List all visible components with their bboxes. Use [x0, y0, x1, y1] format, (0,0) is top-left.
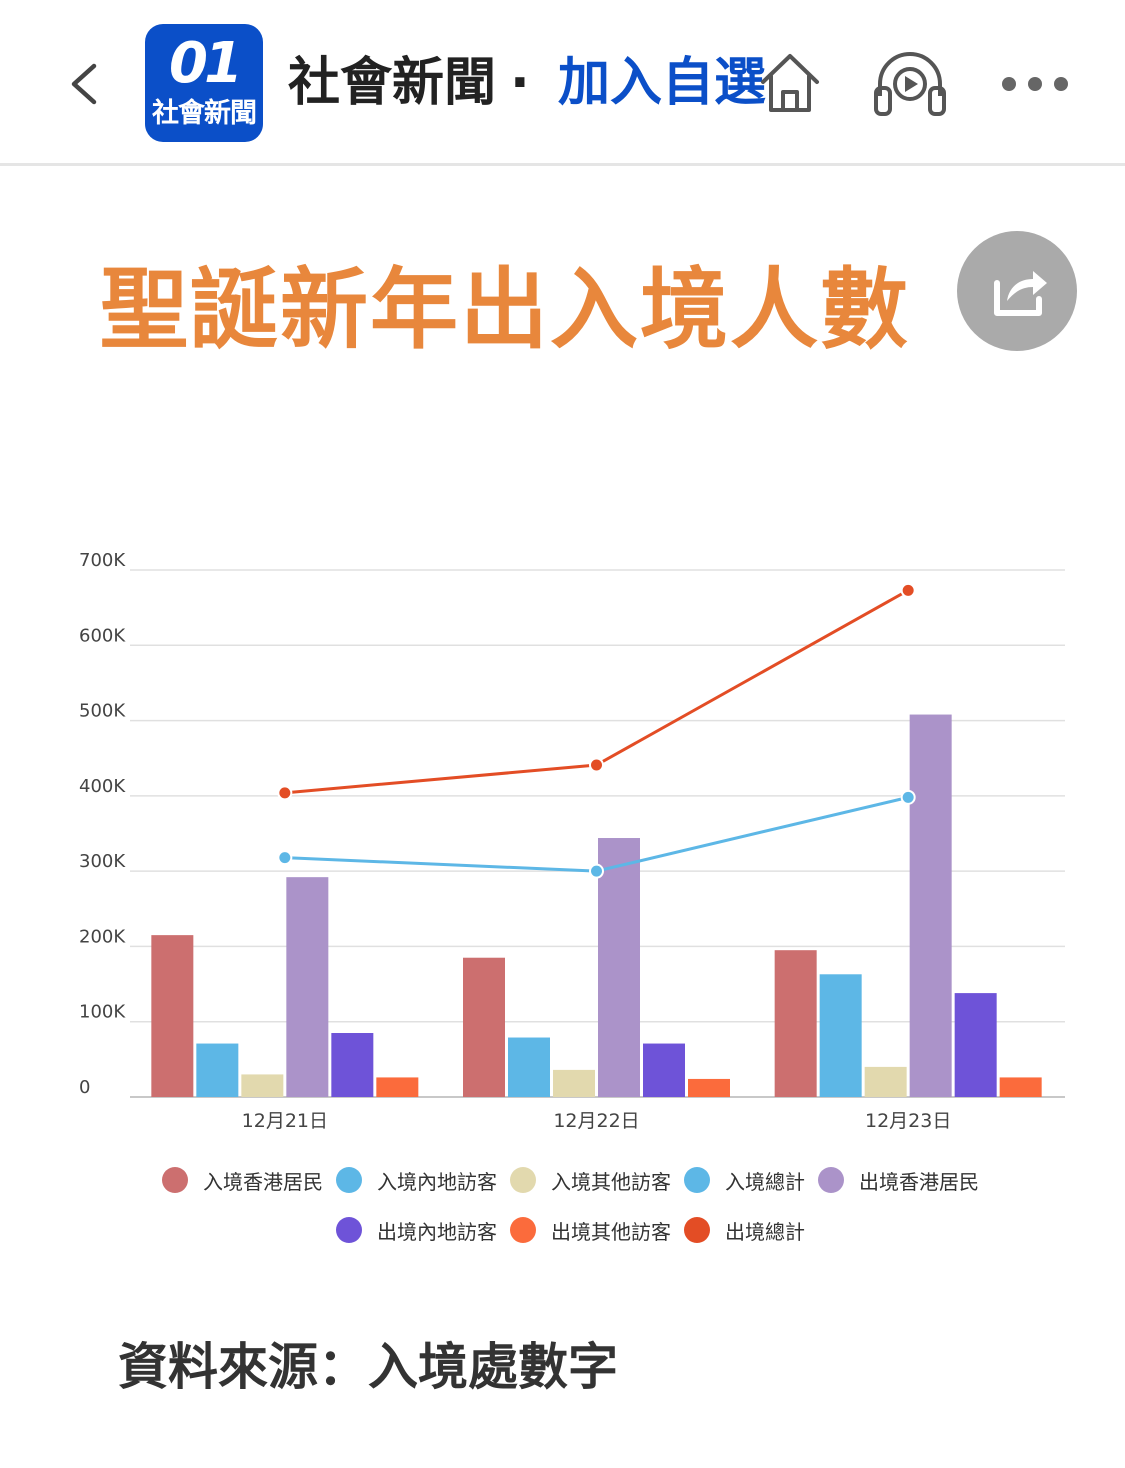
y-tick-label: 200K: [79, 926, 126, 947]
legend-swatch: [162, 1167, 188, 1193]
bar: [331, 1033, 374, 1097]
line-point: [589, 757, 604, 773]
back-chevron-icon[interactable]: [60, 58, 110, 110]
series-line: [284, 795, 909, 873]
bar: [909, 714, 952, 1097]
more-dots-icon[interactable]: [995, 64, 1075, 104]
logo-text: 社會新聞: [152, 98, 257, 129]
border-crossing-chart: 0 100K 200K 300K 400K 500K 600K 700K 12月21日 12月22…: [79, 550, 1065, 1132]
legend-swatch: [336, 1217, 362, 1243]
y-tick-label: 700K: [79, 550, 126, 571]
bar: [598, 838, 640, 1097]
bar: [241, 1074, 284, 1097]
line-point: [900, 582, 916, 598]
legend-swatch: [336, 1167, 362, 1193]
channel-name: 社會新聞: [288, 53, 497, 113]
y-tick-label: 500K: [79, 701, 126, 722]
y-tick-label: 0: [79, 1077, 90, 1098]
logo-mark: 01: [169, 31, 243, 96]
legend-swatch: [684, 1217, 710, 1243]
y-tick-label: 100K: [79, 1002, 126, 1023]
top-navigation-bar: 01 社會新聞 社會新聞 · 加入自選: [0, 0, 1125, 166]
bar: [151, 935, 194, 1097]
line-point: [277, 850, 293, 866]
legend-label: 入境內地訪客: [377, 1169, 497, 1194]
legend-row: 出境內地訪客 出境其他訪客 出境總計: [0, 1210, 1125, 1250]
legend-item[interactable]: 入境內地訪客: [336, 1160, 497, 1200]
legend-row: 入境香港居民 入境內地訪客 入境其他訪客 入境總計 出境香港居民: [0, 1160, 1125, 1200]
line-point: [589, 863, 604, 879]
legend-swatch: [510, 1167, 536, 1193]
legend-label: 出境總計: [725, 1219, 805, 1244]
line-point: [277, 785, 293, 801]
bar: [774, 950, 817, 1097]
graphic-title: 聖誕新年出入境人數: [100, 258, 911, 361]
legend-label: 出境香港居民: [859, 1169, 979, 1194]
bar: [286, 877, 329, 1097]
channel-title: 社會新聞 ·: [288, 50, 540, 116]
legend-item[interactable]: 出境內地訪客: [336, 1210, 497, 1250]
bar: [196, 1043, 239, 1097]
legend-label: 出境內地訪客: [377, 1219, 497, 1244]
legend-swatch: [510, 1217, 536, 1243]
bar: [376, 1077, 419, 1097]
channel-logo[interactable]: 01 社會新聞: [145, 24, 263, 142]
share-icon: [994, 271, 1047, 316]
bar: [954, 993, 997, 1097]
legend-item[interactable]: 入境香港居民: [162, 1160, 323, 1200]
bar: [643, 1043, 685, 1097]
legend-item[interactable]: 入境總計: [684, 1160, 805, 1200]
y-tick-label: 600K: [79, 625, 126, 646]
bar: [688, 1078, 730, 1097]
y-tick-label: 300K: [79, 851, 126, 872]
legend-item[interactable]: 入境其他訪客: [510, 1160, 671, 1200]
share-button[interactable]: [957, 231, 1077, 351]
legend-item[interactable]: 出境總計: [684, 1210, 805, 1250]
x-tick-label: 12月23日: [865, 1110, 951, 1132]
bar: [999, 1077, 1042, 1097]
bar: [819, 974, 862, 1097]
bar: [864, 1066, 907, 1097]
bar: [508, 1037, 550, 1097]
legend-label: 出境其他訪客: [551, 1219, 671, 1244]
title-separator: ·: [510, 53, 530, 113]
legend-label: 入境其他訪客: [551, 1169, 671, 1194]
legend-label: 入境總計: [725, 1169, 805, 1194]
headphones-play-icon[interactable]: [870, 44, 950, 122]
legend-item[interactable]: 出境其他訪客: [510, 1210, 671, 1250]
y-tick-label: 400K: [79, 776, 126, 797]
legend-swatch: [818, 1167, 844, 1193]
legend-label: 入境香港居民: [203, 1169, 323, 1194]
legend-item[interactable]: 出境香港居民: [818, 1160, 979, 1200]
home-icon[interactable]: [755, 46, 825, 118]
follow-channel-button[interactable]: 加入自選: [558, 53, 767, 113]
bar: [463, 957, 505, 1097]
bar: [553, 1069, 595, 1097]
line-point: [900, 789, 916, 805]
legend-swatch: [684, 1167, 710, 1193]
x-tick-label: 12月21日: [242, 1110, 328, 1132]
data-source-note: 資料來源：入境處數字: [118, 1338, 618, 1396]
x-tick-label: 12月22日: [553, 1110, 639, 1132]
